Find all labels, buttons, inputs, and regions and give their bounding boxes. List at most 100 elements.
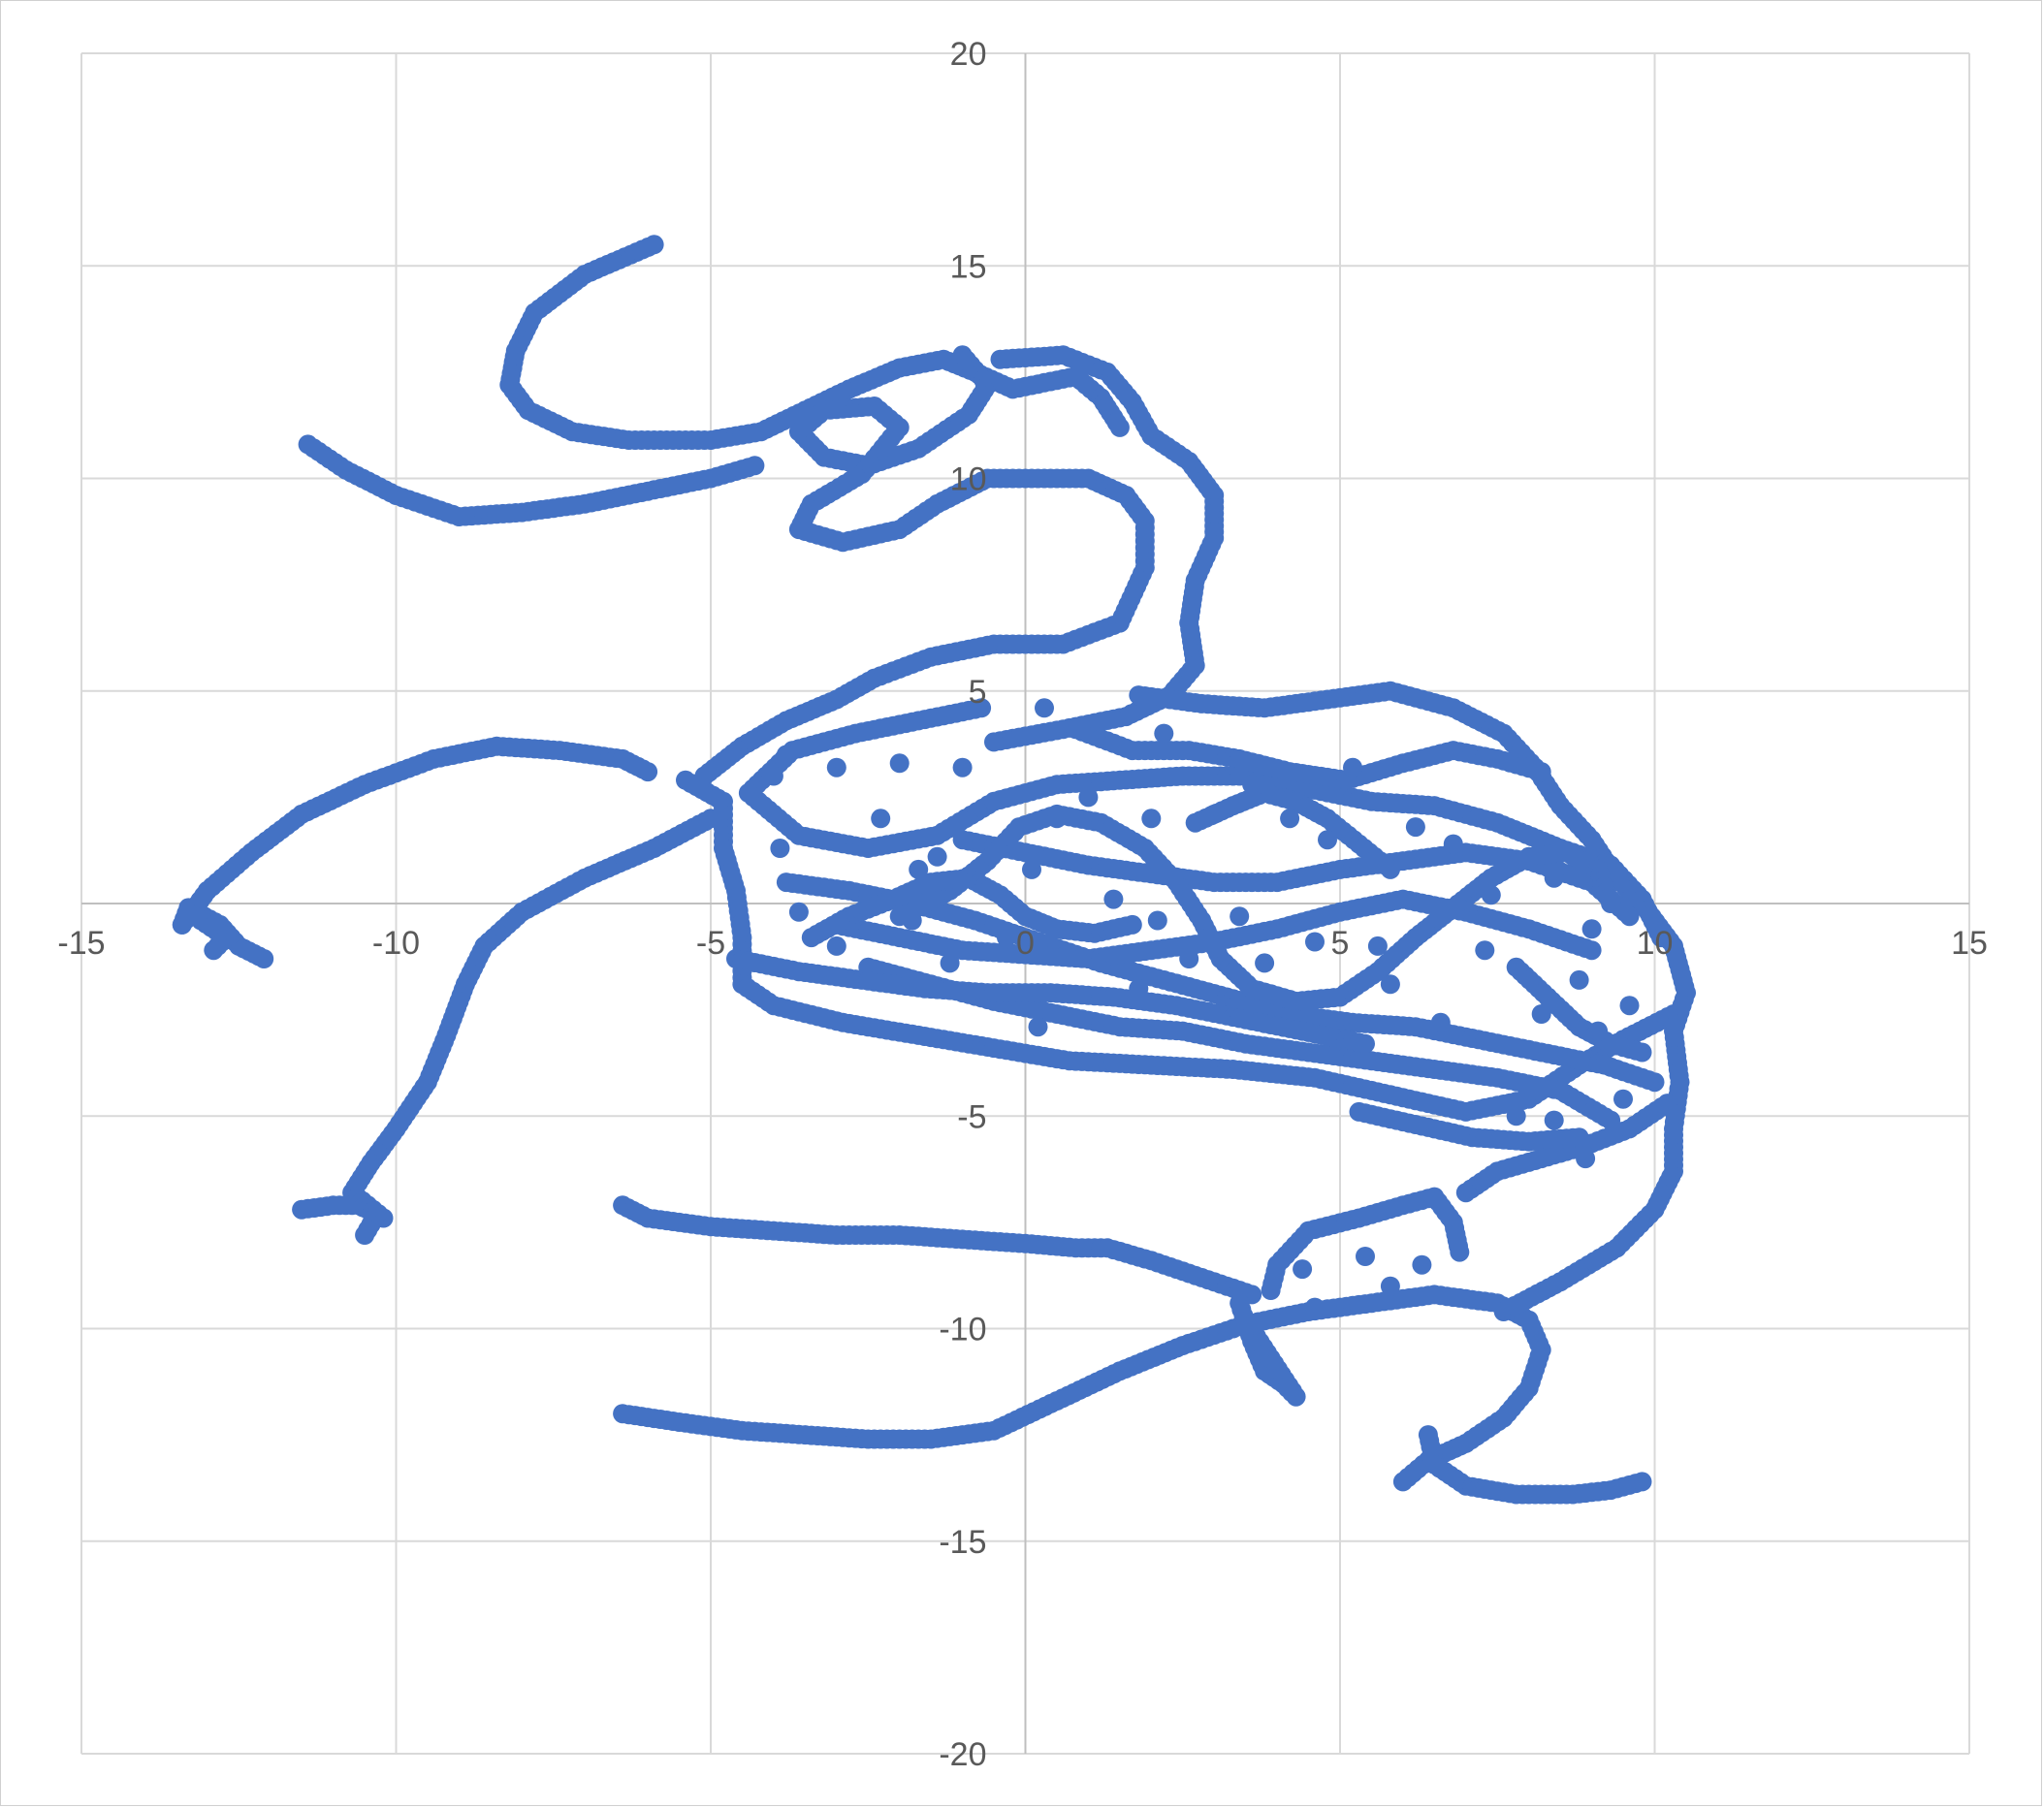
y-tick-label--20: -20 — [939, 1736, 986, 1773]
x-tick-label-5: 5 — [1331, 925, 1350, 962]
data-point-2759 — [1569, 969, 1589, 990]
x-tick-labels: -15 -10 -5 0 5 10 15 — [57, 925, 1987, 962]
data-point-2777 — [1255, 775, 1275, 795]
data-point-1740 — [1651, 928, 1671, 948]
y-tick-label-5: 5 — [969, 674, 987, 711]
data-point-2762 — [788, 902, 809, 922]
data-point-2765 — [940, 953, 960, 973]
data-point-2783 — [1576, 1149, 1596, 1169]
data-point-2746 — [1047, 809, 1067, 829]
data-point-2753 — [1343, 757, 1362, 777]
data-point-2778 — [1367, 936, 1388, 956]
data-point-2108 — [1619, 906, 1640, 927]
data-point-2776 — [1588, 1021, 1609, 1041]
data-point-1371 — [1450, 1242, 1470, 1262]
data-point-2795 — [1022, 859, 1041, 879]
data-point-2755 — [1443, 834, 1463, 854]
data-point-2775 — [1544, 1110, 1564, 1130]
x-tick-label-10: 10 — [1637, 925, 1674, 962]
data-point-2683 — [1380, 859, 1400, 879]
y-tick-label--5: -5 — [957, 1098, 986, 1135]
data-point-2788 — [1380, 1276, 1400, 1296]
data-point-2796 — [1147, 910, 1167, 931]
data-point-2785 — [1356, 1247, 1375, 1266]
y-tick-label--15: -15 — [939, 1524, 986, 1561]
data-point-2646 — [1632, 1042, 1652, 1063]
data-point-2483 — [1657, 1094, 1677, 1114]
data-points — [172, 235, 1696, 1505]
data-point-2740 — [1122, 914, 1142, 935]
data-point-1544 — [1129, 685, 1149, 706]
data-point-2779 — [997, 928, 1016, 948]
data-point-2742 — [776, 745, 796, 765]
data-point-2229 — [1581, 940, 1602, 961]
data-point-2751 — [1280, 809, 1300, 829]
data-point-2304 — [1531, 762, 1551, 782]
x-tick-label-15: 15 — [1951, 925, 1988, 962]
data-point-2780 — [1103, 889, 1124, 909]
data-point-556 — [984, 732, 1004, 752]
data-point-2792 — [1035, 698, 1054, 718]
data-point-2448 — [1601, 894, 1621, 913]
data-point-2745 — [952, 757, 973, 777]
data-point-2791 — [1154, 723, 1174, 744]
data-point-2744 — [889, 753, 910, 774]
data-point-2774 — [1531, 1004, 1551, 1024]
data-point-2756 — [1481, 885, 1501, 905]
data-point-2769 — [1255, 953, 1275, 973]
data-point-2752 — [1318, 830, 1337, 850]
x-tick-label--5: -5 — [696, 925, 725, 962]
axes — [81, 53, 1969, 1754]
data-point-2748 — [1141, 809, 1162, 829]
x-tick-label--10: -10 — [372, 925, 420, 962]
y-tick-label--10: -10 — [939, 1312, 986, 1348]
data-point-2793 — [770, 839, 790, 858]
data-point-2761 — [1613, 1089, 1633, 1109]
data-point-660 — [254, 949, 274, 968]
data-point-2764 — [902, 910, 922, 931]
data-point-2749 — [1204, 804, 1225, 824]
data-point-2519 — [1569, 1127, 1589, 1148]
y-tick-label-10: 10 — [950, 461, 987, 498]
data-point-2794 — [927, 846, 947, 867]
data-point-1879 — [1645, 1072, 1665, 1093]
data-point-2757 — [1544, 868, 1564, 888]
data-point-218 — [745, 456, 765, 476]
data-point-2743 — [826, 757, 846, 777]
data-point-2766 — [1028, 1017, 1048, 1037]
data-point-2781 — [1230, 906, 1250, 927]
data-point-669 — [204, 940, 224, 961]
y-tick-label-15: 15 — [950, 248, 987, 285]
data-point-2620 — [1356, 1033, 1375, 1054]
data-point-2763 — [826, 936, 846, 956]
data-point-2754 — [1405, 817, 1425, 838]
x-tick-label-0: 0 — [1016, 925, 1035, 962]
data-point-2747 — [1078, 787, 1099, 808]
data-point-2758 — [1581, 919, 1602, 939]
data-point-2772 — [1430, 1012, 1451, 1032]
y-tick-label-20: 20 — [950, 36, 987, 73]
data-point-1256 — [1392, 1472, 1413, 1492]
data-point-2770 — [1305, 932, 1325, 952]
data-point-2786 — [1293, 1259, 1313, 1280]
data-point-2789 — [909, 859, 929, 879]
data-point-2782 — [1506, 1106, 1526, 1126]
x-tick-label--15: -15 — [57, 925, 105, 962]
data-point-969 — [355, 1225, 375, 1245]
data-point-2741 — [763, 766, 783, 786]
data-point-2773 — [1475, 940, 1495, 961]
data-point-2767 — [1129, 978, 1149, 999]
data-point-2760 — [1619, 996, 1640, 1016]
data-point-144 — [1109, 417, 1130, 437]
data-point-2768 — [1179, 949, 1199, 968]
data-point-640 — [638, 762, 658, 782]
data-point-1296 — [1632, 1472, 1652, 1492]
y-tick-labels: -20 -15 -10 -5 5 10 15 20 — [939, 36, 986, 1773]
data-point-2784 — [1412, 1254, 1432, 1275]
data-point-2771 — [1380, 974, 1400, 995]
data-point-1329 — [1235, 1310, 1256, 1330]
data-point-2787 — [1305, 1297, 1325, 1317]
data-point-2790 — [871, 809, 891, 829]
